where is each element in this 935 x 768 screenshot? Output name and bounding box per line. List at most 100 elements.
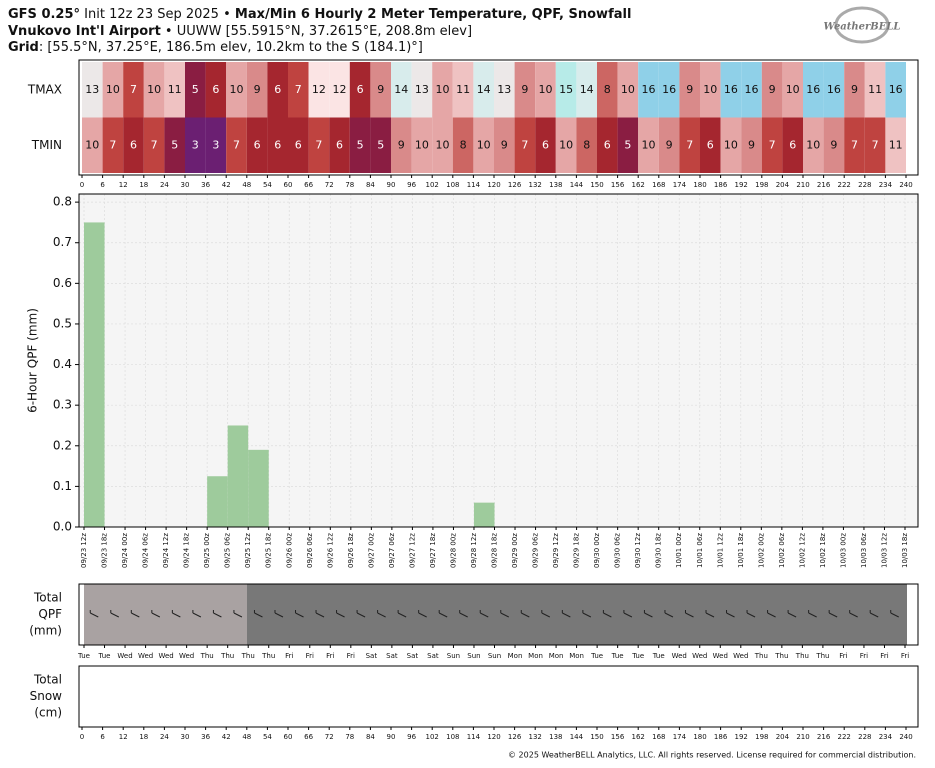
init: Init 12z 23 Sep 2025 • [80, 7, 235, 22]
x-tick-label: Thu [241, 652, 255, 660]
heat-cell [555, 62, 577, 118]
x-tick-label: Sun [447, 652, 460, 660]
x-tick-label: 132 [529, 181, 542, 189]
heat-cell [143, 62, 165, 118]
x-tick-label: Wed [117, 652, 132, 660]
x-tick-label: Wed [713, 652, 728, 660]
x-tick-label: 10/02 12z [798, 533, 806, 568]
heat-cell [473, 62, 494, 118]
y-axis-label: 6-Hour QPF (mm) [26, 308, 40, 413]
model: GFS 0.25° [8, 7, 80, 22]
heat-cell [411, 62, 433, 118]
barb-glyph [726, 610, 735, 618]
x-tick-label: 156 [611, 733, 625, 741]
heat-cell [576, 62, 597, 118]
barb-glyph [541, 610, 551, 618]
x-tick-label: 09/25 18z [265, 533, 273, 568]
y-tick-label: 0.8 [53, 195, 72, 209]
heat-cell [576, 117, 597, 173]
x-tick-label: 228 [858, 181, 871, 189]
x-tick-label: 150 [590, 181, 603, 189]
cell-label: 6 [604, 138, 611, 151]
heat-cell [246, 117, 268, 173]
x-tick-label: 09/27 12z [408, 533, 416, 568]
heat-cell [700, 117, 721, 173]
heat-cell [514, 117, 536, 173]
x-tick-label: 09/28 18z [491, 533, 499, 568]
x-tick-label: Mon [528, 652, 543, 660]
heat-cell [185, 117, 206, 173]
x-tick-label: 09/25 06z [224, 533, 232, 568]
x-tick-label: Mon [549, 652, 564, 660]
cell-label: 12 [312, 83, 326, 96]
x-tick-label: 102 [426, 733, 439, 741]
heat-cell [823, 117, 845, 173]
x-tick-label: 10/01 00z [675, 533, 683, 568]
heat-cell [803, 117, 824, 173]
barb-glyph [520, 610, 530, 618]
x-tick-label: 30 [181, 733, 190, 741]
x-tick-label: 120 [487, 733, 500, 741]
x-tick-label: 10/02 06z [778, 533, 786, 568]
y-tick-label: 0.0 [53, 520, 72, 534]
heat-cell [617, 117, 639, 173]
cell-label: 10 [436, 83, 450, 96]
x-tick-label: 234 [879, 733, 893, 741]
heat-cell [411, 117, 433, 173]
bar [473, 502, 495, 527]
x-tick-label: 174 [673, 733, 687, 741]
x-tick-label: 138 [549, 181, 562, 189]
cell-label: 8 [460, 138, 467, 151]
cell-label: 3 [192, 138, 199, 151]
cell-label: 10 [621, 83, 635, 96]
x-tick-label: Tue [611, 652, 624, 660]
heat-cell [885, 117, 906, 173]
cell-label: 11 [456, 83, 470, 96]
heat-cell [782, 62, 803, 118]
x-tick-label: 222 [838, 733, 851, 741]
x-tick-label: 168 [652, 181, 665, 189]
heat-cell [885, 62, 906, 118]
x-tick-label: 09/26 18z [347, 533, 355, 568]
x-tick-label: Fri [839, 652, 847, 660]
heat-cell [308, 117, 330, 173]
x-tick-label: Fri [901, 652, 909, 660]
heat-cell [864, 62, 886, 118]
cell-label: 13 [85, 83, 99, 96]
x-tick-label: 174 [673, 181, 687, 189]
x-tick-label: 10/03 06z [860, 533, 868, 568]
title: Max/Min 6 Hourly 2 Meter Temperature, QP… [235, 7, 632, 22]
y-axis-label: (mm) [29, 624, 62, 638]
x-tick-label: 09/29 00z [511, 533, 519, 568]
panel-frame [78, 583, 919, 646]
x-tick-label: 10/02 00z [757, 533, 765, 568]
x-tick-label: Sat [407, 652, 419, 660]
heat-cell [164, 117, 185, 173]
heat-cell [720, 62, 742, 118]
x-tick-label: 120 [487, 181, 500, 189]
barb-glyph [89, 610, 99, 618]
bar [84, 222, 105, 528]
x-tick-label: 186 [714, 181, 728, 189]
cell-label: 6 [357, 83, 364, 96]
x-tick-label: 42 [222, 181, 231, 189]
x-tick-label: 198 [755, 181, 768, 189]
x-tick-label: Fri [347, 652, 355, 660]
cell-label: 16 [889, 83, 903, 96]
heat-cell [391, 117, 412, 173]
cell-label: 6 [212, 83, 219, 96]
cell-label: 14 [580, 83, 594, 96]
x-tick-label: 09/23 12z [80, 533, 88, 568]
cell-label: 10 [436, 138, 450, 151]
y-axis-label: QPF [38, 607, 62, 621]
heat-cell [535, 117, 556, 173]
heat-cell [679, 117, 700, 173]
heat-cell [288, 117, 309, 173]
barb-glyph [767, 610, 776, 618]
barb-glyph [479, 610, 489, 618]
x-tick-label: 210 [796, 181, 809, 189]
x-tick-label: 6 [100, 733, 105, 741]
x-tick-label: Wed [733, 652, 748, 660]
heat-cell [658, 117, 680, 173]
cell-label: 6 [274, 138, 281, 151]
